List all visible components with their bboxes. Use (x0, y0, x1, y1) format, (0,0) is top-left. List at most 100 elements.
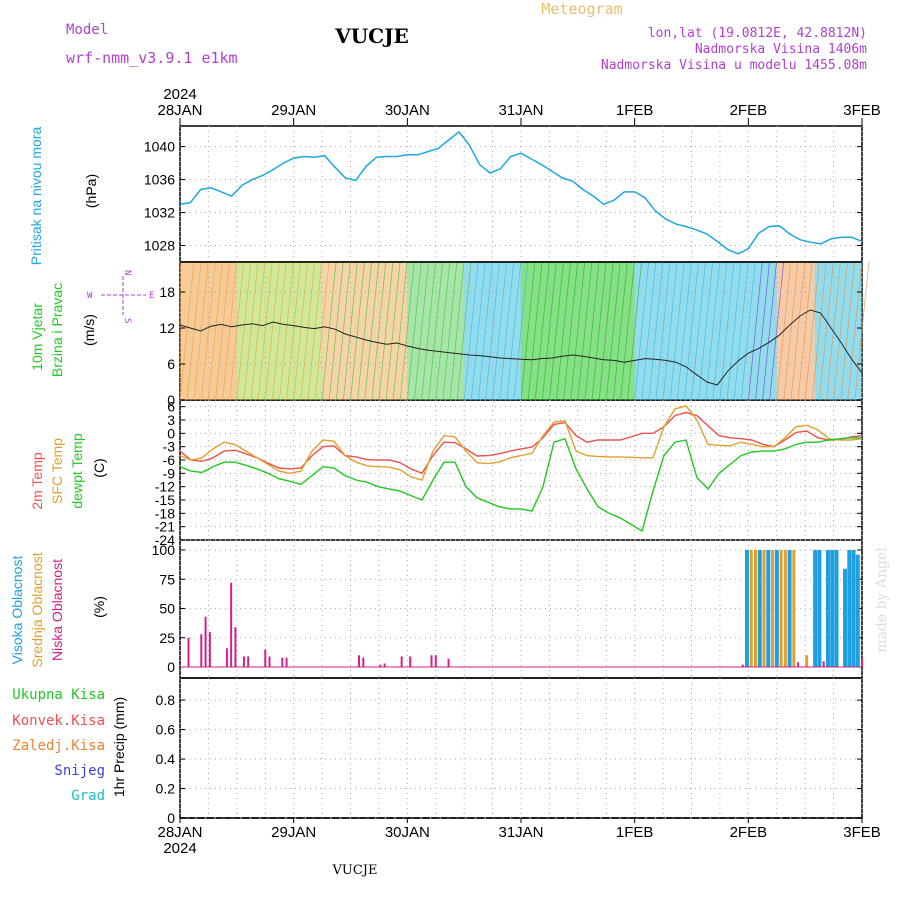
wind-barb (520, 261, 536, 401)
bottom-date-label: 31JAN (498, 824, 543, 841)
y-tick-label: 18 (159, 284, 175, 300)
watermark: made by Angel (874, 547, 890, 653)
wind-barb (620, 261, 635, 401)
wind-barb (534, 261, 550, 401)
wind-barb (321, 261, 337, 401)
y-tick-label: 0.2 (156, 781, 176, 797)
y-tick-label: -15 (155, 492, 175, 508)
y-tick-label: 0 (167, 810, 175, 826)
cloud-bar (774, 550, 779, 667)
cloud-bar (813, 550, 818, 667)
wind-barb (215, 261, 230, 401)
wind-barb (719, 261, 735, 401)
cloud-bar (281, 657, 284, 667)
wind-barb (669, 261, 685, 401)
top-date-label: 31JAN (498, 102, 543, 119)
y-tick-label: 0 (167, 392, 175, 408)
sfctemp-label: SFC Temp (49, 438, 65, 504)
wind-barb (641, 261, 657, 401)
cloud-bar (225, 648, 228, 667)
pressure-unit: (hPa) (83, 174, 99, 208)
top-date-label: 29JAN (271, 102, 316, 119)
top-date-label: 3FEB (843, 102, 881, 119)
compass-rose: W E N S (87, 270, 154, 323)
cloud-bar (383, 663, 386, 667)
y-tick-label: 1036 (144, 172, 175, 188)
cloud-bar (797, 662, 800, 667)
cloud-mid-label: Srednja Oblacnost (29, 552, 45, 667)
wind-barb (541, 261, 557, 401)
wind-barb (627, 261, 642, 401)
cloud-bar (749, 550, 753, 667)
wind-barb (208, 261, 223, 401)
top-date-label: 30JAN (385, 102, 430, 119)
y-tick-label: 0 (167, 425, 175, 441)
bottom-date-label: 2FEB (730, 824, 768, 841)
bottom-date-label: 29JAN (271, 824, 316, 841)
y-tick-label: 75 (159, 571, 175, 587)
bottom-date-label: 3FEB (843, 824, 881, 841)
wind-barb (591, 261, 607, 401)
wind-barb (229, 261, 245, 401)
wind-barb (733, 261, 749, 401)
wind-barb (300, 261, 316, 401)
y-tick-label: -6 (163, 452, 176, 468)
wind-barb (634, 261, 650, 401)
footer-station: VUCJE (332, 863, 378, 878)
y-tick-label: 6 (167, 356, 175, 372)
wind-barb (179, 261, 195, 401)
wind-barb (250, 261, 266, 401)
wind-barb (200, 261, 216, 401)
wind-barb (186, 261, 202, 401)
y-tick-label: 0.4 (156, 751, 176, 767)
cloud-bar (264, 649, 267, 667)
cloud-bar (447, 658, 450, 667)
wind-barb (257, 261, 273, 401)
wind-barb (726, 261, 742, 401)
cloud-bar (847, 550, 852, 667)
cloud-bar (757, 550, 762, 667)
year-label-bottom: 2024 (163, 840, 196, 857)
cloud-bar (766, 550, 771, 667)
cloud-bar (379, 664, 382, 667)
precip-panel: 0 0.2 0.4 0.6 0.8 (156, 678, 863, 826)
cloud-bar (208, 631, 211, 667)
wind-barb (378, 261, 394, 401)
wind-barb (563, 261, 579, 401)
cloud-bar (247, 656, 250, 667)
top-date-label: 1FEB (616, 102, 654, 119)
cloud-bar (409, 656, 412, 667)
wind-barb (421, 261, 436, 401)
y-tick-label: -3 (163, 439, 176, 455)
compass-west: W (87, 291, 93, 301)
wind-barb (762, 261, 777, 401)
wind-barb (342, 261, 358, 401)
cloud-bar (234, 627, 237, 667)
wind-barb (492, 261, 507, 401)
wind-barb (485, 261, 500, 401)
model-label: Model (66, 22, 108, 38)
wind-barb (811, 261, 827, 401)
wind-barb (286, 261, 301, 401)
wind-barb (399, 261, 415, 401)
wind-barb (769, 261, 785, 401)
wind-barb (797, 261, 813, 401)
y-tick-label: -12 (155, 479, 175, 495)
wind-barb (577, 261, 593, 401)
wind-barb (549, 261, 564, 401)
wind-barb (350, 261, 365, 401)
cloud-bar (851, 550, 856, 667)
y-tick-label: 50 (159, 601, 175, 617)
snow-label: Snijeg (54, 763, 105, 779)
wind-barb (456, 261, 472, 401)
cloud-bar (204, 616, 207, 667)
cloud-bar (771, 550, 775, 667)
wind-barb (449, 261, 465, 401)
wind-barb (385, 261, 401, 401)
y-tick-label: 12 (159, 320, 175, 336)
wind-barb (570, 261, 586, 401)
cloud-bar (400, 656, 403, 667)
model-altitude-text: Nadmorska Visina u modelu 1455.08m (601, 58, 867, 73)
y-tick-label: 1040 (144, 139, 175, 155)
